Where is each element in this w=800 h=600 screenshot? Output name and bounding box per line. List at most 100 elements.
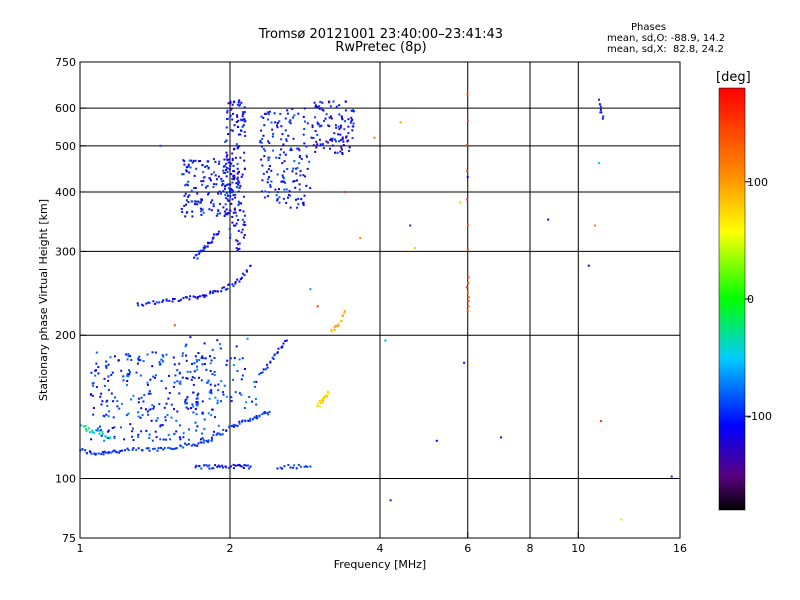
- trace-point: [295, 467, 298, 470]
- cloud-point: [284, 117, 287, 120]
- cloud-point: [126, 358, 129, 361]
- trace-point: [110, 451, 113, 454]
- cloud-point: [337, 125, 340, 128]
- cloud-point: [248, 396, 251, 398]
- trace-point: [193, 256, 196, 259]
- cloud-point: [341, 117, 343, 120]
- trace-point: [234, 282, 237, 285]
- cloud-point: [203, 427, 206, 430]
- cloud-point: [170, 403, 173, 406]
- cloud-point: [153, 405, 155, 408]
- cloud-point: [282, 151, 285, 154]
- cloud-point: [341, 148, 343, 151]
- cloud-point: [226, 158, 229, 161]
- trace-point: [195, 464, 198, 467]
- cloud-point: [236, 250, 239, 252]
- cloud-point: [225, 169, 228, 171]
- trace-point: [124, 449, 127, 452]
- cloud-point: [350, 109, 353, 112]
- cloud-point: [232, 224, 235, 227]
- trace-point: [205, 294, 208, 297]
- cloud-point: [278, 120, 281, 123]
- cloud-point: [103, 439, 106, 442]
- trace-point: [467, 299, 470, 302]
- cloud-point: [116, 405, 119, 408]
- cloud-point: [184, 215, 187, 218]
- cloud-point: [178, 392, 181, 395]
- cloud-point: [281, 162, 284, 165]
- sparse-point: [159, 144, 162, 147]
- trace-point: [276, 351, 279, 354]
- cloud-point: [338, 128, 341, 131]
- cloud-point: [231, 221, 234, 224]
- cloud-point: [206, 381, 208, 384]
- cloud-point: [201, 183, 204, 186]
- cloud-point: [268, 142, 271, 144]
- cloud-point: [286, 112, 289, 115]
- cloud-point: [351, 118, 354, 121]
- cloud-point: [178, 362, 181, 365]
- cloud-point: [160, 380, 163, 382]
- cloud-point: [314, 150, 317, 153]
- cloud-point: [223, 158, 226, 161]
- cloud-point: [196, 404, 199, 407]
- trace-point: [217, 464, 220, 467]
- trace-point: [251, 418, 254, 421]
- cloud-point: [278, 201, 281, 204]
- cloud-point: [325, 113, 328, 116]
- trace-point: [238, 420, 241, 423]
- cloud-point: [260, 115, 263, 118]
- x-tick-label: 4: [377, 542, 384, 555]
- cloud-point: [217, 389, 220, 392]
- cloud-point: [185, 211, 188, 214]
- cloud-point: [241, 228, 244, 231]
- cloud-point: [321, 101, 324, 104]
- cloud-point: [173, 381, 176, 384]
- cloud-point: [185, 377, 188, 380]
- cloud-point: [221, 184, 224, 187]
- trace-point: [255, 415, 258, 417]
- cloud-point: [239, 118, 242, 121]
- cloud-point: [149, 378, 152, 381]
- trace-point: [214, 464, 217, 467]
- colorbar-tick-label: 100: [747, 176, 768, 189]
- cloud-point: [96, 386, 98, 388]
- cloud-point: [263, 155, 266, 158]
- cloud-point: [183, 194, 186, 197]
- cloud-point: [97, 372, 100, 375]
- cloud-point: [202, 180, 205, 183]
- trace-point: [218, 432, 221, 435]
- trace-point: [343, 309, 346, 312]
- cloud-point: [126, 374, 129, 377]
- cloud-point: [242, 118, 245, 121]
- trace-point: [236, 424, 239, 427]
- trace-point: [238, 422, 241, 425]
- cloud-point: [244, 368, 246, 370]
- y-tick-label: 75: [62, 532, 76, 545]
- cloud-point: [280, 138, 283, 141]
- cloud-point: [340, 138, 342, 141]
- colorbar: [718, 87, 746, 511]
- cloud-point: [183, 160, 186, 163]
- x-tick-label: 8: [527, 542, 534, 555]
- cloud-point: [234, 224, 237, 227]
- cloud-point: [229, 187, 232, 190]
- trace-point: [276, 352, 279, 355]
- cloud-point: [167, 433, 170, 436]
- cloud-point: [186, 370, 189, 373]
- trace-point: [80, 424, 83, 427]
- cloud-point: [273, 112, 276, 115]
- cloud-point: [292, 167, 295, 170]
- cloud-point: [236, 370, 239, 372]
- cloud-point: [91, 394, 94, 397]
- cloud-point: [152, 407, 155, 410]
- cloud-point: [276, 191, 279, 194]
- trace-point: [323, 397, 325, 400]
- trace-point: [279, 466, 282, 469]
- cloud-point: [319, 100, 322, 103]
- cloud-point: [340, 146, 343, 149]
- trace-point: [262, 368, 265, 371]
- trace-point: [283, 465, 286, 468]
- cloud-point: [185, 406, 188, 409]
- cloud-point: [194, 159, 197, 162]
